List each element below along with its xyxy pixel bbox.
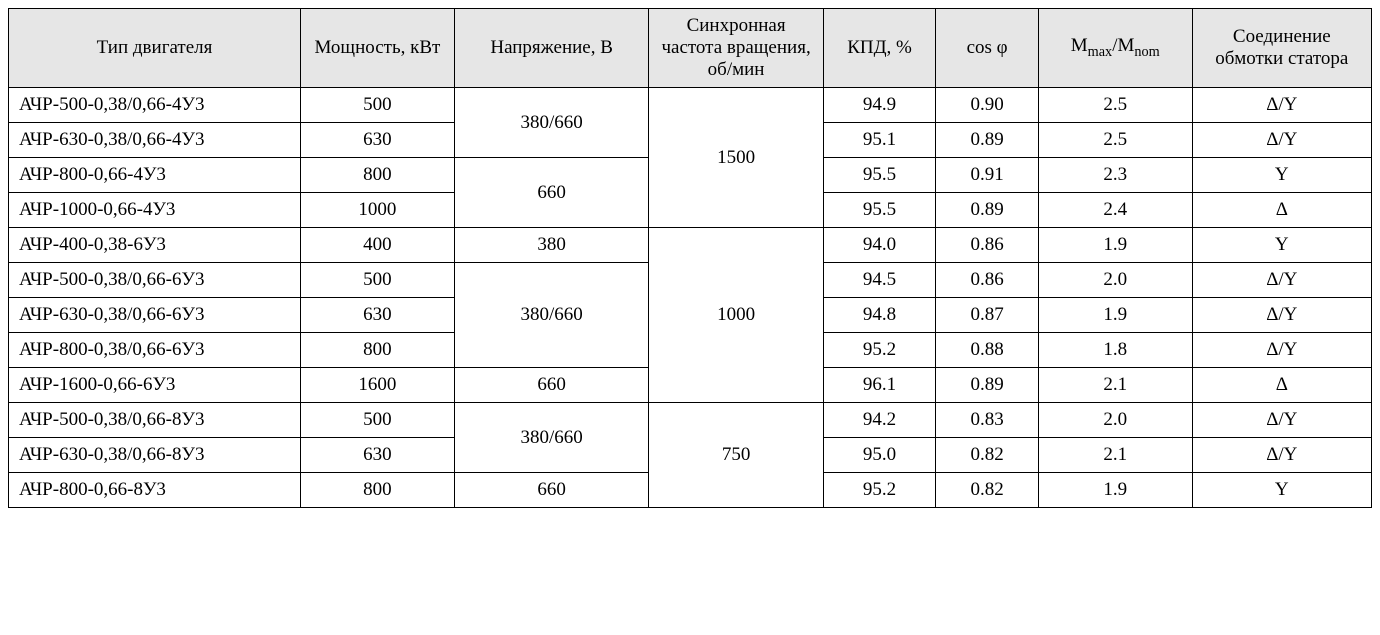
cell-kpd: 96.1 <box>823 368 936 403</box>
cell-conn: Y <box>1192 473 1371 508</box>
cell-cos: 0.89 <box>936 123 1038 158</box>
cell-cos: 0.91 <box>936 158 1038 193</box>
cell-conn: Δ/Y <box>1192 298 1371 333</box>
cell-power: 630 <box>301 298 455 333</box>
table-row: АЧР-500-0,38/0,66-8У3 500 380/660 750 94… <box>9 403 1372 438</box>
cell-mm: 2.0 <box>1038 263 1192 298</box>
cell-kpd: 95.5 <box>823 158 936 193</box>
cell-cos: 0.86 <box>936 263 1038 298</box>
cell-conn: Y <box>1192 228 1371 263</box>
cell-type: АЧР-1000-0,66-4У3 <box>9 193 301 228</box>
cell-power: 800 <box>301 473 455 508</box>
mm-sub2: nom <box>1134 44 1159 60</box>
cell-cos: 0.83 <box>936 403 1038 438</box>
cell-kpd: 95.2 <box>823 333 936 368</box>
cell-voltage: 660 <box>454 158 649 228</box>
header-cos: cos φ <box>936 9 1038 88</box>
cell-conn: Y <box>1192 158 1371 193</box>
cell-conn: Δ/Y <box>1192 438 1371 473</box>
cell-type: АЧР-630-0,38/0,66-6У3 <box>9 298 301 333</box>
cell-power: 630 <box>301 123 455 158</box>
cell-kpd: 95.0 <box>823 438 936 473</box>
cell-voltage: 660 <box>454 473 649 508</box>
cell-cos: 0.88 <box>936 333 1038 368</box>
cell-speed: 750 <box>649 403 823 508</box>
cell-voltage: 380/660 <box>454 403 649 473</box>
mm-sep: /M <box>1112 35 1134 56</box>
cell-kpd: 95.1 <box>823 123 936 158</box>
cell-voltage: 380/660 <box>454 88 649 158</box>
cell-conn: Δ/Y <box>1192 403 1371 438</box>
table-header-row: Тип двигателя Мощность, кВт Напряжение, … <box>9 9 1372 88</box>
cell-mm: 2.5 <box>1038 123 1192 158</box>
cell-power: 500 <box>301 403 455 438</box>
cell-conn: Δ/Y <box>1192 123 1371 158</box>
cell-power: 500 <box>301 88 455 123</box>
cell-speed: 1500 <box>649 88 823 228</box>
cell-mm: 1.9 <box>1038 298 1192 333</box>
cell-power: 630 <box>301 438 455 473</box>
cell-kpd: 95.5 <box>823 193 936 228</box>
cell-kpd: 95.2 <box>823 473 936 508</box>
cell-conn: Δ/Y <box>1192 263 1371 298</box>
cell-conn: Δ/Y <box>1192 333 1371 368</box>
cell-type: АЧР-500-0,38/0,66-4У3 <box>9 88 301 123</box>
cell-power: 800 <box>301 333 455 368</box>
cell-mm: 1.9 <box>1038 228 1192 263</box>
cell-type: АЧР-500-0,38/0,66-8У3 <box>9 403 301 438</box>
header-speed: Синхронная частота вращения, об/мин <box>649 9 823 88</box>
cell-power: 1000 <box>301 193 455 228</box>
cell-cos: 0.89 <box>936 368 1038 403</box>
cell-mm: 2.1 <box>1038 368 1192 403</box>
cell-type: АЧР-800-0,66-8У3 <box>9 473 301 508</box>
table-row: АЧР-400-0,38-6У3 400 380 1000 94.0 0.86 … <box>9 228 1372 263</box>
cell-voltage: 660 <box>454 368 649 403</box>
cell-kpd: 94.5 <box>823 263 936 298</box>
cell-power: 400 <box>301 228 455 263</box>
cell-power: 1600 <box>301 368 455 403</box>
cell-voltage: 380 <box>454 228 649 263</box>
cell-power: 500 <box>301 263 455 298</box>
cell-speed: 1000 <box>649 228 823 403</box>
cell-mm: 2.0 <box>1038 403 1192 438</box>
cell-mm: 2.5 <box>1038 88 1192 123</box>
cell-cos: 0.87 <box>936 298 1038 333</box>
table-row: АЧР-500-0,38/0,66-4У3 500 380/660 1500 9… <box>9 88 1372 123</box>
header-mm: Mmax/Mnom <box>1038 9 1192 88</box>
header-power: Мощность, кВт <box>301 9 455 88</box>
cell-cos: 0.86 <box>936 228 1038 263</box>
cell-type: АЧР-800-0,66-4У3 <box>9 158 301 193</box>
cell-conn: Δ/Y <box>1192 88 1371 123</box>
motor-spec-table: Тип двигателя Мощность, кВт Напряжение, … <box>8 8 1372 508</box>
header-kpd: КПД, % <box>823 9 936 88</box>
cell-mm: 2.4 <box>1038 193 1192 228</box>
cell-kpd: 94.2 <box>823 403 936 438</box>
cell-type: АЧР-500-0,38/0,66-6У3 <box>9 263 301 298</box>
cell-cos: 0.82 <box>936 438 1038 473</box>
mm-prefix: M <box>1071 35 1088 56</box>
cell-voltage: 380/660 <box>454 263 649 368</box>
cell-kpd: 94.9 <box>823 88 936 123</box>
cell-type: АЧР-630-0,38/0,66-8У3 <box>9 438 301 473</box>
cell-conn: Δ <box>1192 368 1371 403</box>
cell-power: 800 <box>301 158 455 193</box>
cell-mm: 1.9 <box>1038 473 1192 508</box>
cell-mm: 2.3 <box>1038 158 1192 193</box>
cell-mm: 2.1 <box>1038 438 1192 473</box>
cell-kpd: 94.8 <box>823 298 936 333</box>
header-conn: Соединение обмотки статора <box>1192 9 1371 88</box>
cell-type: АЧР-630-0,38/0,66-4У3 <box>9 123 301 158</box>
cell-conn: Δ <box>1192 193 1371 228</box>
cell-mm: 1.8 <box>1038 333 1192 368</box>
cell-type: АЧР-800-0,38/0,66-6У3 <box>9 333 301 368</box>
cell-kpd: 94.0 <box>823 228 936 263</box>
cell-cos: 0.90 <box>936 88 1038 123</box>
mm-sub1: max <box>1088 44 1113 60</box>
cell-cos: 0.89 <box>936 193 1038 228</box>
cell-type: АЧР-400-0,38-6У3 <box>9 228 301 263</box>
header-type: Тип двигателя <box>9 9 301 88</box>
cell-cos: 0.82 <box>936 473 1038 508</box>
cell-type: АЧР-1600-0,66-6У3 <box>9 368 301 403</box>
header-voltage: Напряжение, В <box>454 9 649 88</box>
